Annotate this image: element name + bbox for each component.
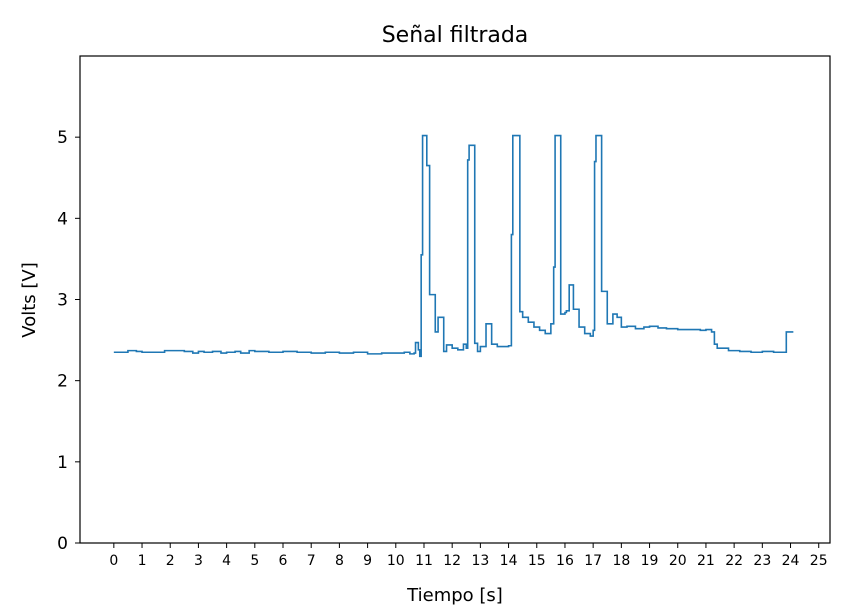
x-axis-ticks: 0 1 2 3 4 5 6 7 8 9 10 11 12 13 14 15 16 17 18 19 20 21 22 23 24… <box>109 543 828 569</box>
x-tick-label: 20 <box>669 553 687 569</box>
x-tick-label: 7 <box>307 553 316 569</box>
y-tick-label: 1 <box>57 453 68 473</box>
x-tick-label: 19 <box>641 553 659 569</box>
x-tick-label: 15 <box>528 553 546 569</box>
x-tick-label: 13 <box>471 553 489 569</box>
chart-title: Señal filtrada <box>382 23 529 48</box>
series-layer <box>113 134 794 358</box>
x-tick-label: 22 <box>725 553 743 569</box>
x-tick-label: 14 <box>500 553 518 569</box>
x-tick-label: 3 <box>194 553 203 569</box>
y-tick-label: 2 <box>57 372 68 392</box>
x-tick-label: 0 <box>109 553 118 569</box>
y-axis-ticks: 0 1 2 3 4 5 <box>57 128 80 554</box>
x-tick-label: 10 <box>387 553 405 569</box>
x-tick-label: 11 <box>415 553 433 569</box>
x-tick-label: 8 <box>335 553 344 569</box>
y-tick-label: 4 <box>57 209 68 229</box>
x-tick-label: 16 <box>556 553 574 569</box>
x-tick-label: 4 <box>222 553 231 569</box>
x-tick-label: 2 <box>166 553 175 569</box>
x-tick-label: 9 <box>363 553 372 569</box>
y-tick-label: 3 <box>57 291 68 311</box>
y-axis-label: Volts [V] <box>19 262 40 337</box>
x-axis-label: Tiempo [s] <box>406 585 503 606</box>
series-line-0 <box>113 134 794 358</box>
y-tick-label: 0 <box>57 534 68 554</box>
x-tick-label: 12 <box>443 553 461 569</box>
x-tick-label: 24 <box>782 553 800 569</box>
x-tick-label: 5 <box>250 553 259 569</box>
x-tick-label: 6 <box>279 553 288 569</box>
x-tick-label: 17 <box>584 553 602 569</box>
plot-frame <box>79 55 831 544</box>
x-tick-label: 25 <box>810 553 828 569</box>
x-tick-label: 21 <box>697 553 715 569</box>
x-tick-label: 18 <box>612 553 630 569</box>
x-tick-label: 1 <box>138 553 147 569</box>
x-tick-label: 23 <box>753 553 771 569</box>
y-tick-label: 5 <box>57 128 68 148</box>
